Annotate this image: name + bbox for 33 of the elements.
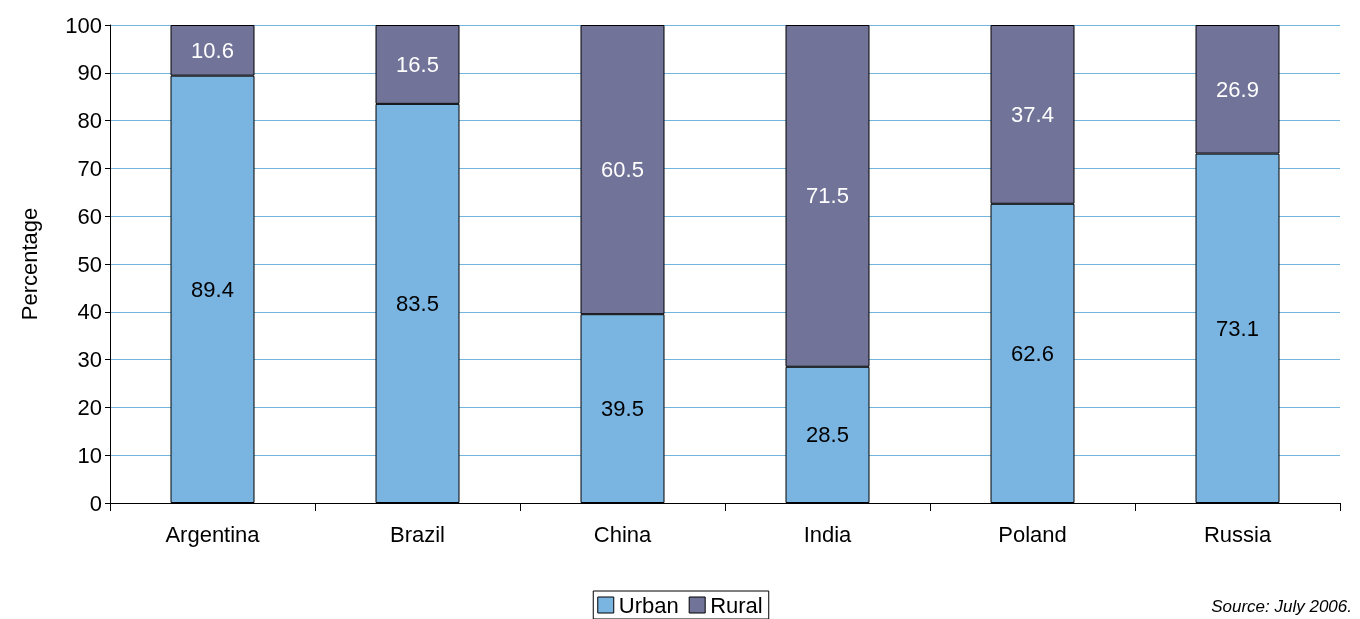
y-tick-label: 50 — [77, 251, 102, 277]
x-tick-label: Brazil — [389, 521, 446, 547]
x-tick-label: Russia — [1203, 521, 1272, 547]
y-axis-title: Percentage — [16, 207, 42, 321]
y-tick-label: 90 — [77, 60, 102, 86]
data-label: 37.4 — [1011, 101, 1054, 127]
y-tick-label: 20 — [77, 394, 102, 420]
data-label: 39.5 — [601, 396, 644, 422]
y-tick-label: 10 — [77, 442, 102, 468]
x-tick-label: China — [593, 521, 652, 547]
x-tick-label: Argentina — [165, 521, 261, 547]
data-label: 60.5 — [601, 157, 644, 183]
legend-label: Urban — [618, 592, 679, 618]
legend-label: Rural — [710, 592, 763, 618]
y-tick-label: 100 — [65, 12, 102, 38]
y-tick-label: 80 — [77, 108, 102, 134]
data-label: 73.1 — [1216, 315, 1259, 341]
y-tick-label: 60 — [77, 203, 102, 229]
y-tick-label: 70 — [77, 155, 102, 181]
y-tick-label: 40 — [77, 299, 102, 325]
data-label: 26.9 — [1216, 76, 1259, 102]
y-tick-label: 0 — [89, 490, 102, 516]
data-label: 16.5 — [396, 51, 439, 77]
data-label: 10.6 — [191, 37, 234, 63]
x-tick-label: Poland — [998, 521, 1067, 547]
data-label: 62.6 — [1011, 340, 1054, 366]
x-tick-label: India — [803, 521, 853, 547]
source-note: Source: July 2006. — [1211, 597, 1353, 616]
data-label: 83.5 — [396, 290, 439, 316]
data-label: 89.4 — [191, 276, 234, 302]
data-label: 71.5 — [806, 183, 849, 209]
data-label: 28.5 — [806, 422, 849, 448]
y-tick-label: 30 — [77, 347, 102, 373]
